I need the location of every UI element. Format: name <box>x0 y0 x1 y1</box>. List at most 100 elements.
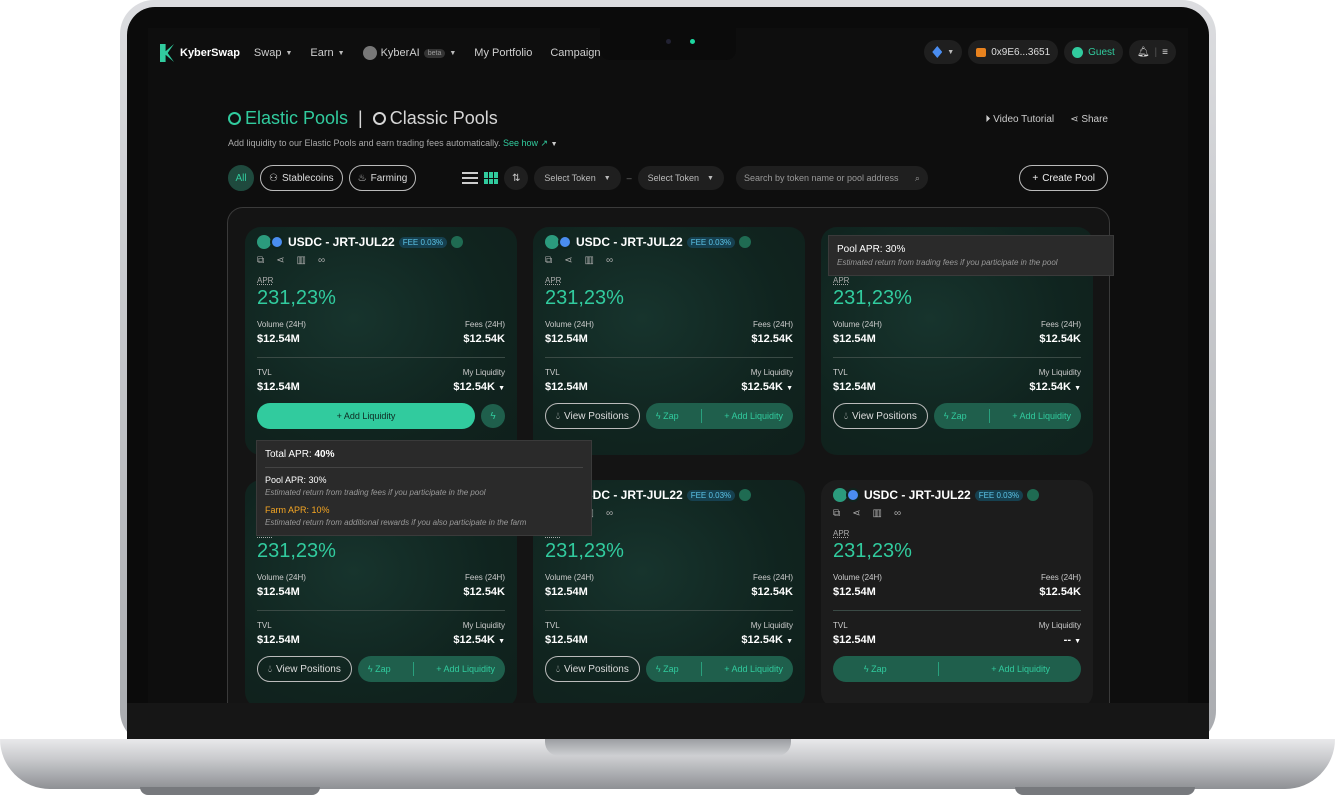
my-liquidity-value[interactable]: $12.54K ▼ <box>453 634 505 646</box>
zap-add-liquidity-button[interactable]: ϟ Zap + Add Liquidity <box>645 656 793 682</box>
list-view-icon[interactable] <box>462 172 479 184</box>
filter-stablecoins[interactable]: ⚇ Stablecoins <box>260 165 343 191</box>
subtitle-text: Add liquidity to our Elastic Pools and e… <box>228 138 501 148</box>
drop-icon: 💧︎ <box>844 410 848 422</box>
my-liquidity-value[interactable]: $12.54K ▼ <box>1029 381 1081 393</box>
camera-notch <box>600 28 736 60</box>
zap-button[interactable]: ϟ Zap <box>863 664 887 674</box>
my-liquidity-label: My Liquidity <box>462 621 505 630</box>
view-positions-button[interactable]: 💧︎ View Positions <box>545 403 640 429</box>
pool-apr-label: Pool APR: 30% <box>265 475 327 485</box>
share-label: Share <box>1081 114 1108 125</box>
add-liquidity-label[interactable]: + Add Liquidity <box>436 664 495 674</box>
chart-icon[interactable]: ▥ <box>296 255 306 266</box>
nav-swap[interactable]: Swap ▼ <box>254 47 292 59</box>
total-apr-value: 40% <box>314 449 335 460</box>
zap-button[interactable]: ϟ Zap <box>367 664 391 674</box>
farm-apr-desc: Estimated return from additional rewards… <box>265 518 527 527</box>
share-icon[interactable]: ⋖ <box>276 255 285 266</box>
laptop-opening-notch <box>545 739 791 756</box>
apr-label[interactable]: APR <box>257 276 274 285</box>
create-pool-button[interactable]: + Create Pool <box>1019 165 1108 191</box>
nav-my-portfolio[interactable]: My Portfolio <box>474 47 532 59</box>
filter-all[interactable]: All <box>228 165 254 191</box>
zap-icon[interactable]: ϟ <box>481 404 505 428</box>
add-liquidity-label[interactable]: + Add Liquidity <box>1012 411 1071 421</box>
see-how-link[interactable]: See how ↗ <box>503 138 549 148</box>
zap-add-liquidity-button[interactable]: ϟ Zap + Add Liquidity <box>357 656 505 682</box>
volume-fees-row: Volume (24H) $12.54M Fees (24H) $12.54K <box>257 320 505 345</box>
zap-button[interactable]: ϟ Zap <box>655 411 679 421</box>
view-positions-button[interactable]: 💧︎ View Positions <box>257 656 352 682</box>
zap-add-liquidity-button[interactable]: ϟ Zap + Add Liquidity <box>833 656 1081 682</box>
view-positions-button[interactable]: 💧︎ View Positions <box>833 403 928 429</box>
apr-label[interactable]: APR <box>545 276 562 285</box>
guest-button[interactable]: Guest <box>1064 40 1123 64</box>
share-icon[interactable]: ⋖ <box>564 255 573 266</box>
divider: | <box>1154 46 1158 58</box>
zap-button[interactable]: ϟ Zap <box>655 664 679 674</box>
add-liquidity-button[interactable]: + Add Liquidity <box>257 403 475 429</box>
view-positions-label: View Positions <box>564 663 629 675</box>
copy-icon[interactable]: ⧉ <box>545 255 553 266</box>
classic-icon <box>372 112 386 125</box>
network-selector[interactable]: ▼ <box>924 40 963 64</box>
analytics-icon[interactable]: ∞ <box>893 508 902 519</box>
my-liquidity-value[interactable]: $12.54K ▼ <box>741 381 793 393</box>
chevron-down-icon: ▼ <box>498 385 505 392</box>
chart-icon[interactable]: ▥ <box>872 508 882 519</box>
zap-add-liquidity-button[interactable]: ϟ Zap + Add Liquidity <box>933 403 1081 429</box>
ethereum-icon <box>932 46 943 58</box>
video-tutorial-link[interactable]: ⏵ Video Tutorial <box>985 114 1054 125</box>
video-tutorial-label: Video Tutorial <box>993 114 1055 125</box>
stablecoins-icon: ⚇ <box>269 172 278 184</box>
apr-label[interactable]: APR <box>833 276 850 285</box>
share-icon[interactable]: ⋖ <box>852 508 861 519</box>
add-liquidity-label[interactable]: + Add Liquidity <box>724 411 783 421</box>
my-liquidity-value[interactable]: $12.54K ▼ <box>741 634 793 646</box>
my-liquidity-value[interactable]: -- ▼ <box>1039 634 1081 646</box>
filter-farming[interactable]: ♨ Farming <box>348 165 417 191</box>
nav-right: ▼ 0x9E6...3651 Guest 🔔︎ | ≡ <box>924 40 1176 64</box>
add-liquidity-label[interactable]: + Add Liquidity <box>991 664 1051 674</box>
nav-earn[interactable]: Earn ▼ <box>310 47 344 59</box>
select-token-b[interactable]: Select Token ▼ <box>637 166 724 190</box>
tvl-row: TVL $12.54M My Liquidity $12.54K ▼ <box>257 368 505 393</box>
pool-actions-icons: ⧉ ⋖ ▥ ∞ <box>257 255 505 266</box>
card-divider <box>257 357 505 358</box>
select-token-a[interactable]: Select Token ▼ <box>534 166 621 190</box>
analytics-icon[interactable]: ∞ <box>605 508 614 519</box>
zap-add-liquidity-button[interactable]: ϟ Zap + Add Liquidity <box>645 403 793 429</box>
tab-classic-pools[interactable]: Classic Pools <box>372 108 498 129</box>
view-positions-button[interactable]: 💧︎ View Positions <box>545 656 640 682</box>
my-liquidity-value[interactable]: $12.54K ▼ <box>453 381 505 393</box>
apr-label[interactable]: APR <box>833 529 850 538</box>
notifications-menu[interactable]: 🔔︎ | ≡ <box>1128 40 1176 64</box>
grid-view-icon[interactable] <box>484 172 499 184</box>
brand-logo[interactable]: KyberSwap <box>160 44 240 62</box>
analytics-icon[interactable]: ∞ <box>605 255 614 266</box>
search-input[interactable]: Search by token name or pool address ⌕ <box>735 166 928 190</box>
copy-icon[interactable]: ⧉ <box>257 255 265 266</box>
add-liquidity-label[interactable]: + Add Liquidity <box>724 664 783 674</box>
sort-icon[interactable]: ⇅ <box>504 166 529 190</box>
tvl-value: $12.54M <box>833 634 876 646</box>
copy-icon[interactable]: ⧉ <box>833 508 841 519</box>
usdt-token-icon <box>545 235 559 249</box>
tab-elastic-pools[interactable]: Elastic Pools <box>228 108 348 129</box>
drop-icon: 💧︎ <box>556 663 560 675</box>
card-actions: 💧︎ View Positions ϟ Zap + Add Liquidity <box>833 403 1081 429</box>
wallet-address: 0x9E6...3651 <box>991 46 1051 58</box>
chevron-down-icon[interactable]: ▼ <box>550 141 558 148</box>
analytics-icon[interactable]: ∞ <box>317 255 326 266</box>
zap-button[interactable]: ϟ Zap <box>943 411 967 421</box>
fee-badge: FEE 0.03% <box>974 489 1024 501</box>
nav-kyberai[interactable]: KyberAI beta ▼ <box>362 46 456 60</box>
chart-icon[interactable]: ▥ <box>584 255 594 266</box>
share-link[interactable]: ⋖ Share <box>1070 114 1108 125</box>
nav-campaign-label: Campaign <box>550 47 601 59</box>
wallet-button[interactable]: 0x9E6...3651 <box>968 40 1059 64</box>
